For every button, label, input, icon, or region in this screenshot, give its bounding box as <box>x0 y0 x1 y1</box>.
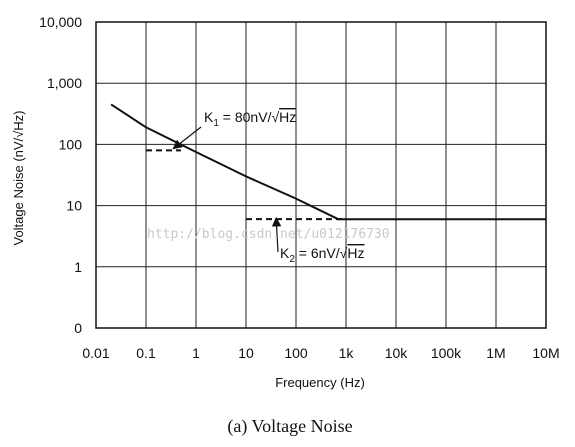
watermark: http://blog.csdn.net/u012176730 <box>147 227 390 242</box>
annotation-value: = 6nV/√ <box>295 245 348 261</box>
x-tick-labels: 0.01 0.1 1 10 100 1k 10k 100k 1M 10M <box>82 345 559 361</box>
x-tick-label: 0.1 <box>136 345 156 361</box>
y-tick-labels: 0 1 10 100 1,000 10,000 <box>39 14 82 336</box>
annotation-arrow <box>271 216 282 253</box>
y-tick-label: 0 <box>74 320 82 336</box>
annotation-unit: Hz <box>279 109 296 125</box>
annotation-value: = 80nV/√ <box>219 109 280 125</box>
annotation-subscript: 2 <box>289 254 295 265</box>
plot-frame <box>95 21 547 329</box>
y-axis-title: Voltage Noise (nV/√Hz) <box>11 110 26 245</box>
annotation-symbol: K <box>204 109 214 125</box>
x-tick-label: 0.01 <box>82 345 109 361</box>
x-tick-label: 100k <box>431 345 462 361</box>
x-tick-label: 10k <box>385 345 409 361</box>
y-tick-label: 10 <box>66 198 82 214</box>
x-tick-label: 1k <box>339 345 355 361</box>
y-tick-label: 1 <box>74 259 82 275</box>
x-tick-label: 100 <box>284 345 308 361</box>
x-tick-label: 1M <box>486 345 505 361</box>
series-layer <box>110 103 546 221</box>
y-tick-label: 100 <box>59 136 83 152</box>
x-axis-title: Frequency (Hz) <box>275 375 365 390</box>
reference-lines <box>146 149 346 221</box>
annotation-unit: Hz <box>347 245 364 261</box>
annotation-symbol: K <box>280 245 290 261</box>
x-tick-label: 1 <box>192 345 200 361</box>
x-tick-label: 10M <box>532 345 559 361</box>
y-tick-label: 1,000 <box>47 75 82 91</box>
series-line <box>110 103 546 221</box>
y-tick-label: 10,000 <box>39 14 82 30</box>
annotation-label: K2 = 6nV/√Hz <box>280 245 364 265</box>
grid <box>95 21 547 329</box>
annotation-subscript: 1 <box>213 118 219 129</box>
x-tick-label: 10 <box>238 345 254 361</box>
annotation-arrow <box>172 126 202 150</box>
annotation-label: K1 = 80nV/√Hz <box>204 109 296 129</box>
figure-caption: (a) Voltage Noise <box>227 416 352 437</box>
